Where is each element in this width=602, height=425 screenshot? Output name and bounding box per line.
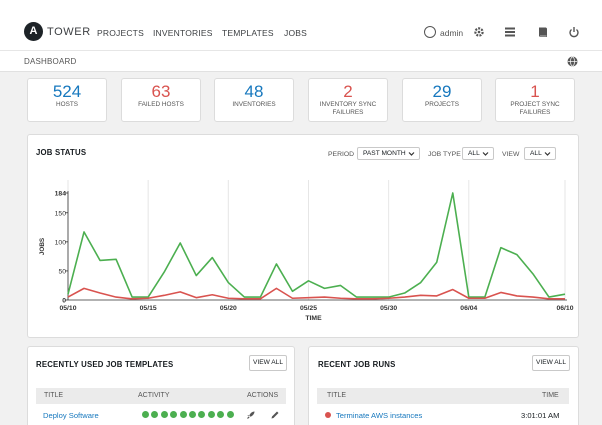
x-tick-label: 05/25 bbox=[300, 305, 317, 312]
job-run-title-link[interactable]: Terminate AWS instances bbox=[336, 411, 423, 420]
x-axis-title: TIME bbox=[305, 315, 322, 322]
y-tick-label: 50 bbox=[58, 268, 66, 275]
view-label: VIEW bbox=[502, 151, 520, 158]
templates-table-header: TITLE ACTIVITY ACTIONS bbox=[36, 388, 286, 404]
activity-success-dot[interactable] bbox=[170, 411, 178, 418]
chevron-down-icon bbox=[544, 152, 551, 156]
user-icon[interactable] bbox=[424, 26, 436, 38]
y-tick-label: 150 bbox=[55, 210, 67, 217]
templates-view-all-button[interactable]: VIEW ALL bbox=[249, 355, 287, 371]
documentation-book-icon[interactable] bbox=[537, 26, 549, 38]
job-type-select[interactable]: ALL bbox=[462, 147, 494, 160]
templates-panel-title: RECENTLY USED JOB TEMPLATES bbox=[36, 360, 174, 369]
nav-jobs-link[interactable]: JOBS bbox=[284, 28, 308, 38]
x-tick-label: 05/20 bbox=[220, 305, 237, 312]
failed-jobs-line bbox=[67, 287, 565, 300]
user-name[interactable]: admin bbox=[440, 28, 464, 38]
x-tick-label: 05/15 bbox=[140, 305, 157, 312]
y-tick-label: 184 bbox=[55, 191, 67, 198]
chevron-down-icon bbox=[482, 152, 489, 156]
col-time[interactable]: TIME bbox=[542, 392, 559, 399]
stat-card-hosts[interactable]: 524 HOSTS bbox=[27, 78, 107, 122]
view-value: ALL bbox=[530, 150, 542, 157]
failed-status-dot bbox=[325, 412, 331, 418]
col-title[interactable]: TITLE bbox=[44, 392, 64, 399]
chevron-down-icon bbox=[408, 152, 415, 156]
activity-success-dot[interactable] bbox=[217, 411, 225, 418]
job-type-value: ALL bbox=[468, 150, 480, 157]
job-runs-view-all-button[interactable]: VIEW ALL bbox=[532, 355, 570, 371]
stat-value: 63 bbox=[151, 82, 171, 101]
stat-label: INVENTORIES bbox=[232, 101, 276, 108]
settings-gear-icon[interactable] bbox=[473, 26, 485, 38]
y-axis-title: JOBS bbox=[39, 237, 46, 255]
launch-rocket-icon[interactable] bbox=[246, 410, 256, 420]
stat-label: PROJECT SYNC FAILURES bbox=[510, 101, 560, 116]
stat-label: FAILED HOSTS bbox=[138, 101, 184, 108]
period-label: PERIOD bbox=[328, 151, 355, 158]
period-select[interactable]: PAST MONTH bbox=[357, 147, 420, 160]
job-run-time: 3:01:01 AM bbox=[521, 411, 560, 420]
stat-card-projects[interactable]: 29 PROJECTS bbox=[402, 78, 482, 122]
activity-success-dot[interactable] bbox=[207, 411, 215, 418]
template-title-link[interactable]: Deploy Software bbox=[43, 411, 99, 420]
activity-dots bbox=[142, 411, 236, 419]
activity-success-dot[interactable] bbox=[198, 411, 206, 418]
x-tick-label: 06/04 bbox=[460, 305, 477, 312]
job-runs-table-header: TITLE TIME bbox=[317, 388, 569, 404]
view-select[interactable]: ALL bbox=[524, 147, 556, 160]
col-activity: ACTIVITY bbox=[138, 392, 170, 399]
globe-icon[interactable] bbox=[567, 56, 578, 67]
activity-success-dot[interactable] bbox=[226, 411, 234, 418]
stat-value: 2 bbox=[343, 82, 353, 101]
stat-label: PROJECTS bbox=[424, 101, 460, 108]
nav-projects-link[interactable]: PROJECTS bbox=[97, 28, 144, 38]
brand-name[interactable]: TOWER bbox=[47, 26, 91, 38]
nav-templates-link[interactable]: TEMPLATES bbox=[222, 28, 274, 38]
page-title: DASHBOARD bbox=[24, 57, 77, 66]
stat-label: INVENTORY SYNC FAILURES bbox=[319, 101, 377, 116]
stat-card-inventory-sync-failures[interactable]: 2 INVENTORY SYNC FAILURES bbox=[308, 78, 388, 122]
activity-success-dot[interactable] bbox=[151, 411, 159, 418]
period-value: PAST MONTH bbox=[363, 150, 406, 157]
activity-success-dot[interactable] bbox=[188, 411, 196, 418]
successful-jobs-line bbox=[67, 192, 566, 298]
stat-value: 524 bbox=[52, 82, 82, 101]
stat-card-project-sync-failures[interactable]: 1 PROJECT SYNC FAILURES bbox=[495, 78, 575, 122]
stat-card-failed-hosts[interactable]: 63 FAILED HOSTS bbox=[121, 78, 201, 122]
activity-stream-icon[interactable] bbox=[504, 26, 516, 38]
stat-label: HOSTS bbox=[55, 101, 78, 108]
activity-success-dot[interactable] bbox=[142, 411, 149, 418]
activity-success-dot[interactable] bbox=[160, 411, 168, 418]
activity-success-dot[interactable] bbox=[179, 411, 187, 418]
job-runs-panel-title: RECENT JOB RUNS bbox=[318, 360, 396, 369]
col-actions: ACTIONS bbox=[247, 392, 279, 399]
job-status-panel bbox=[27, 134, 579, 338]
job-type-label: JOB TYPE bbox=[428, 151, 461, 158]
top-nav: A TOWER PROJECTS INVENTORIES TEMPLATES J… bbox=[0, 0, 602, 50]
tower-logo-icon[interactable]: A bbox=[24, 22, 43, 41]
breadcrumb: DASHBOARD bbox=[0, 50, 602, 72]
edit-pencil-icon[interactable] bbox=[270, 410, 280, 420]
stat-value: 1 bbox=[530, 82, 540, 101]
x-tick-label: 05/30 bbox=[380, 305, 397, 312]
stat-card-inventories[interactable]: 48 INVENTORIES bbox=[214, 78, 294, 122]
y-tick-label: 0 bbox=[62, 298, 66, 305]
stat-value: 29 bbox=[432, 82, 452, 101]
job-status-title: JOB STATUS bbox=[36, 148, 87, 157]
x-tick-label: 05/10 bbox=[59, 305, 76, 312]
stat-value: 48 bbox=[244, 82, 264, 101]
logout-power-icon[interactable] bbox=[568, 26, 580, 38]
col-title[interactable]: TITLE bbox=[327, 392, 347, 399]
nav-inventories-link[interactable]: INVENTORIES bbox=[153, 28, 213, 38]
y-tick-label: 100 bbox=[55, 239, 67, 246]
x-tick-label: 06/10 bbox=[556, 305, 573, 312]
